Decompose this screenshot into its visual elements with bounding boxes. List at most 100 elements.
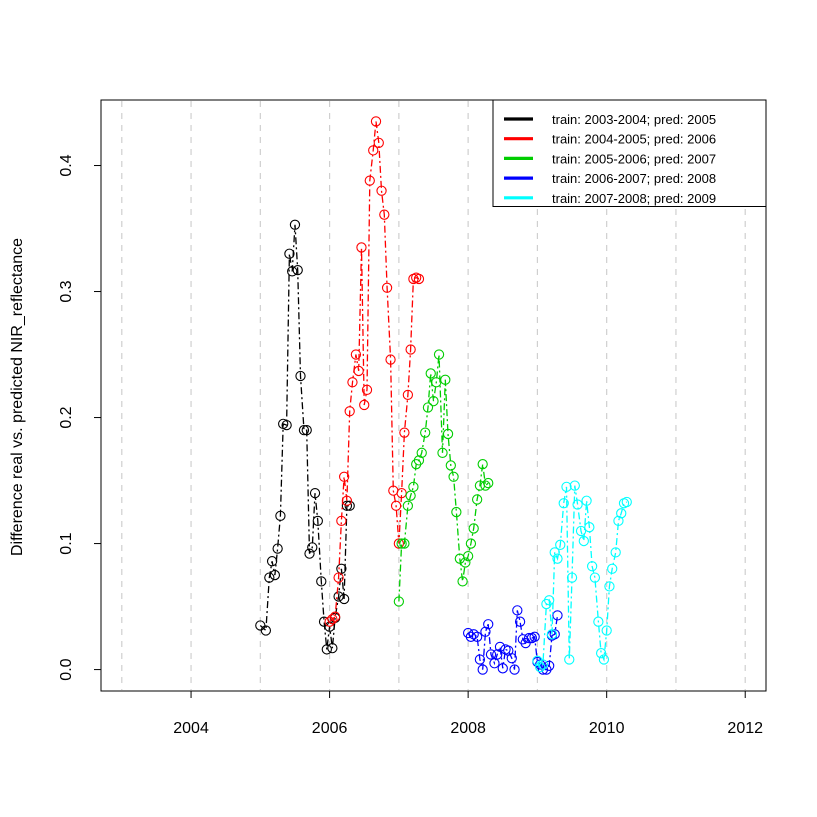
data-point <box>341 500 353 511</box>
y-tick-label: 0.4 <box>58 154 75 176</box>
data-point <box>535 661 546 673</box>
data-point <box>376 185 387 196</box>
data-point <box>544 595 555 606</box>
series-4 <box>462 605 563 675</box>
data-point <box>520 637 531 649</box>
data-point <box>440 374 451 385</box>
data-point <box>589 572 601 583</box>
data-point <box>333 572 344 583</box>
data-point <box>483 619 494 630</box>
data-point <box>329 611 341 622</box>
series-line <box>398 354 489 602</box>
series-line <box>329 121 420 623</box>
data-point <box>558 498 569 509</box>
data-point <box>552 553 563 564</box>
data-point <box>483 477 494 489</box>
data-point <box>581 495 592 506</box>
data-point <box>327 643 338 654</box>
data-point <box>324 621 335 632</box>
data-point <box>555 539 566 550</box>
data-point <box>572 499 583 510</box>
data-point <box>428 396 439 407</box>
data-point <box>575 525 587 537</box>
data-point <box>593 616 604 627</box>
data-point <box>433 349 445 360</box>
data-point <box>359 399 370 411</box>
data-point <box>492 649 503 660</box>
data-point <box>312 515 323 527</box>
legend-label: train: 2005-2006; pred: 2007 <box>552 151 716 166</box>
data-point <box>338 593 350 605</box>
data-point <box>396 538 407 549</box>
data-point <box>413 455 425 466</box>
series-line <box>536 485 628 669</box>
data-point <box>564 654 575 665</box>
data-point <box>260 625 272 636</box>
data-point <box>298 425 310 436</box>
data-point <box>471 494 483 505</box>
data-point <box>480 480 491 491</box>
data-point <box>460 557 471 568</box>
data-point <box>566 572 578 583</box>
data-point <box>361 384 373 395</box>
data-point <box>422 402 434 413</box>
series-5 <box>532 480 632 673</box>
legend-label: train: 2003-2004; pred: 2005 <box>552 112 716 127</box>
data-point <box>408 481 419 493</box>
data-point <box>546 629 558 640</box>
data-point <box>264 572 275 583</box>
legend-box <box>492 99 767 207</box>
data-point <box>370 116 382 127</box>
data-point <box>529 631 540 642</box>
data-point <box>402 500 414 511</box>
data-point <box>295 370 306 382</box>
data-point <box>269 569 281 581</box>
data-point <box>437 447 448 458</box>
data-point <box>336 515 347 527</box>
data-point <box>316 576 327 587</box>
data-point <box>613 515 624 527</box>
data-point <box>457 576 468 587</box>
data-point <box>399 538 410 549</box>
data-point <box>307 542 318 553</box>
data-point <box>445 460 456 471</box>
series-3 <box>393 349 494 607</box>
x-tick-label: 2010 <box>589 720 625 737</box>
y-tick-label: 0.3 <box>58 280 75 302</box>
data-point <box>471 631 483 642</box>
data-point <box>480 626 491 637</box>
data-point <box>584 522 595 533</box>
y-axis-title: Difference real vs. predicted NIR_reflec… <box>9 238 26 556</box>
data-point <box>448 471 459 482</box>
data-point <box>442 428 454 440</box>
data-point <box>289 219 301 230</box>
data-point <box>549 629 560 640</box>
data-point <box>309 488 321 499</box>
data-point <box>506 653 517 664</box>
data-point <box>301 425 312 436</box>
data-point <box>385 354 396 365</box>
legend: train: 2003-2004; pred: 2005 train: 2004-… <box>492 99 767 207</box>
data-point <box>350 349 362 360</box>
data-point <box>373 137 384 148</box>
data-point <box>399 427 410 438</box>
data-point <box>356 242 367 253</box>
data-point <box>595 648 607 659</box>
data-point <box>368 145 379 156</box>
data-point <box>390 500 402 511</box>
data-point <box>393 596 405 607</box>
data-point <box>512 605 523 616</box>
series-2 <box>324 116 425 627</box>
data-point <box>509 664 520 675</box>
data-point <box>344 500 355 511</box>
y-tick-label: 0.2 <box>58 406 75 428</box>
data-point <box>514 616 526 627</box>
data-point <box>347 377 358 388</box>
x-tick-label: 2008 <box>450 720 486 737</box>
data-point <box>616 508 627 519</box>
data-point <box>621 496 632 508</box>
y-tick-label: 0.0 <box>58 658 75 680</box>
data-point <box>284 248 295 259</box>
data-point <box>523 632 535 644</box>
data-point <box>537 659 549 670</box>
